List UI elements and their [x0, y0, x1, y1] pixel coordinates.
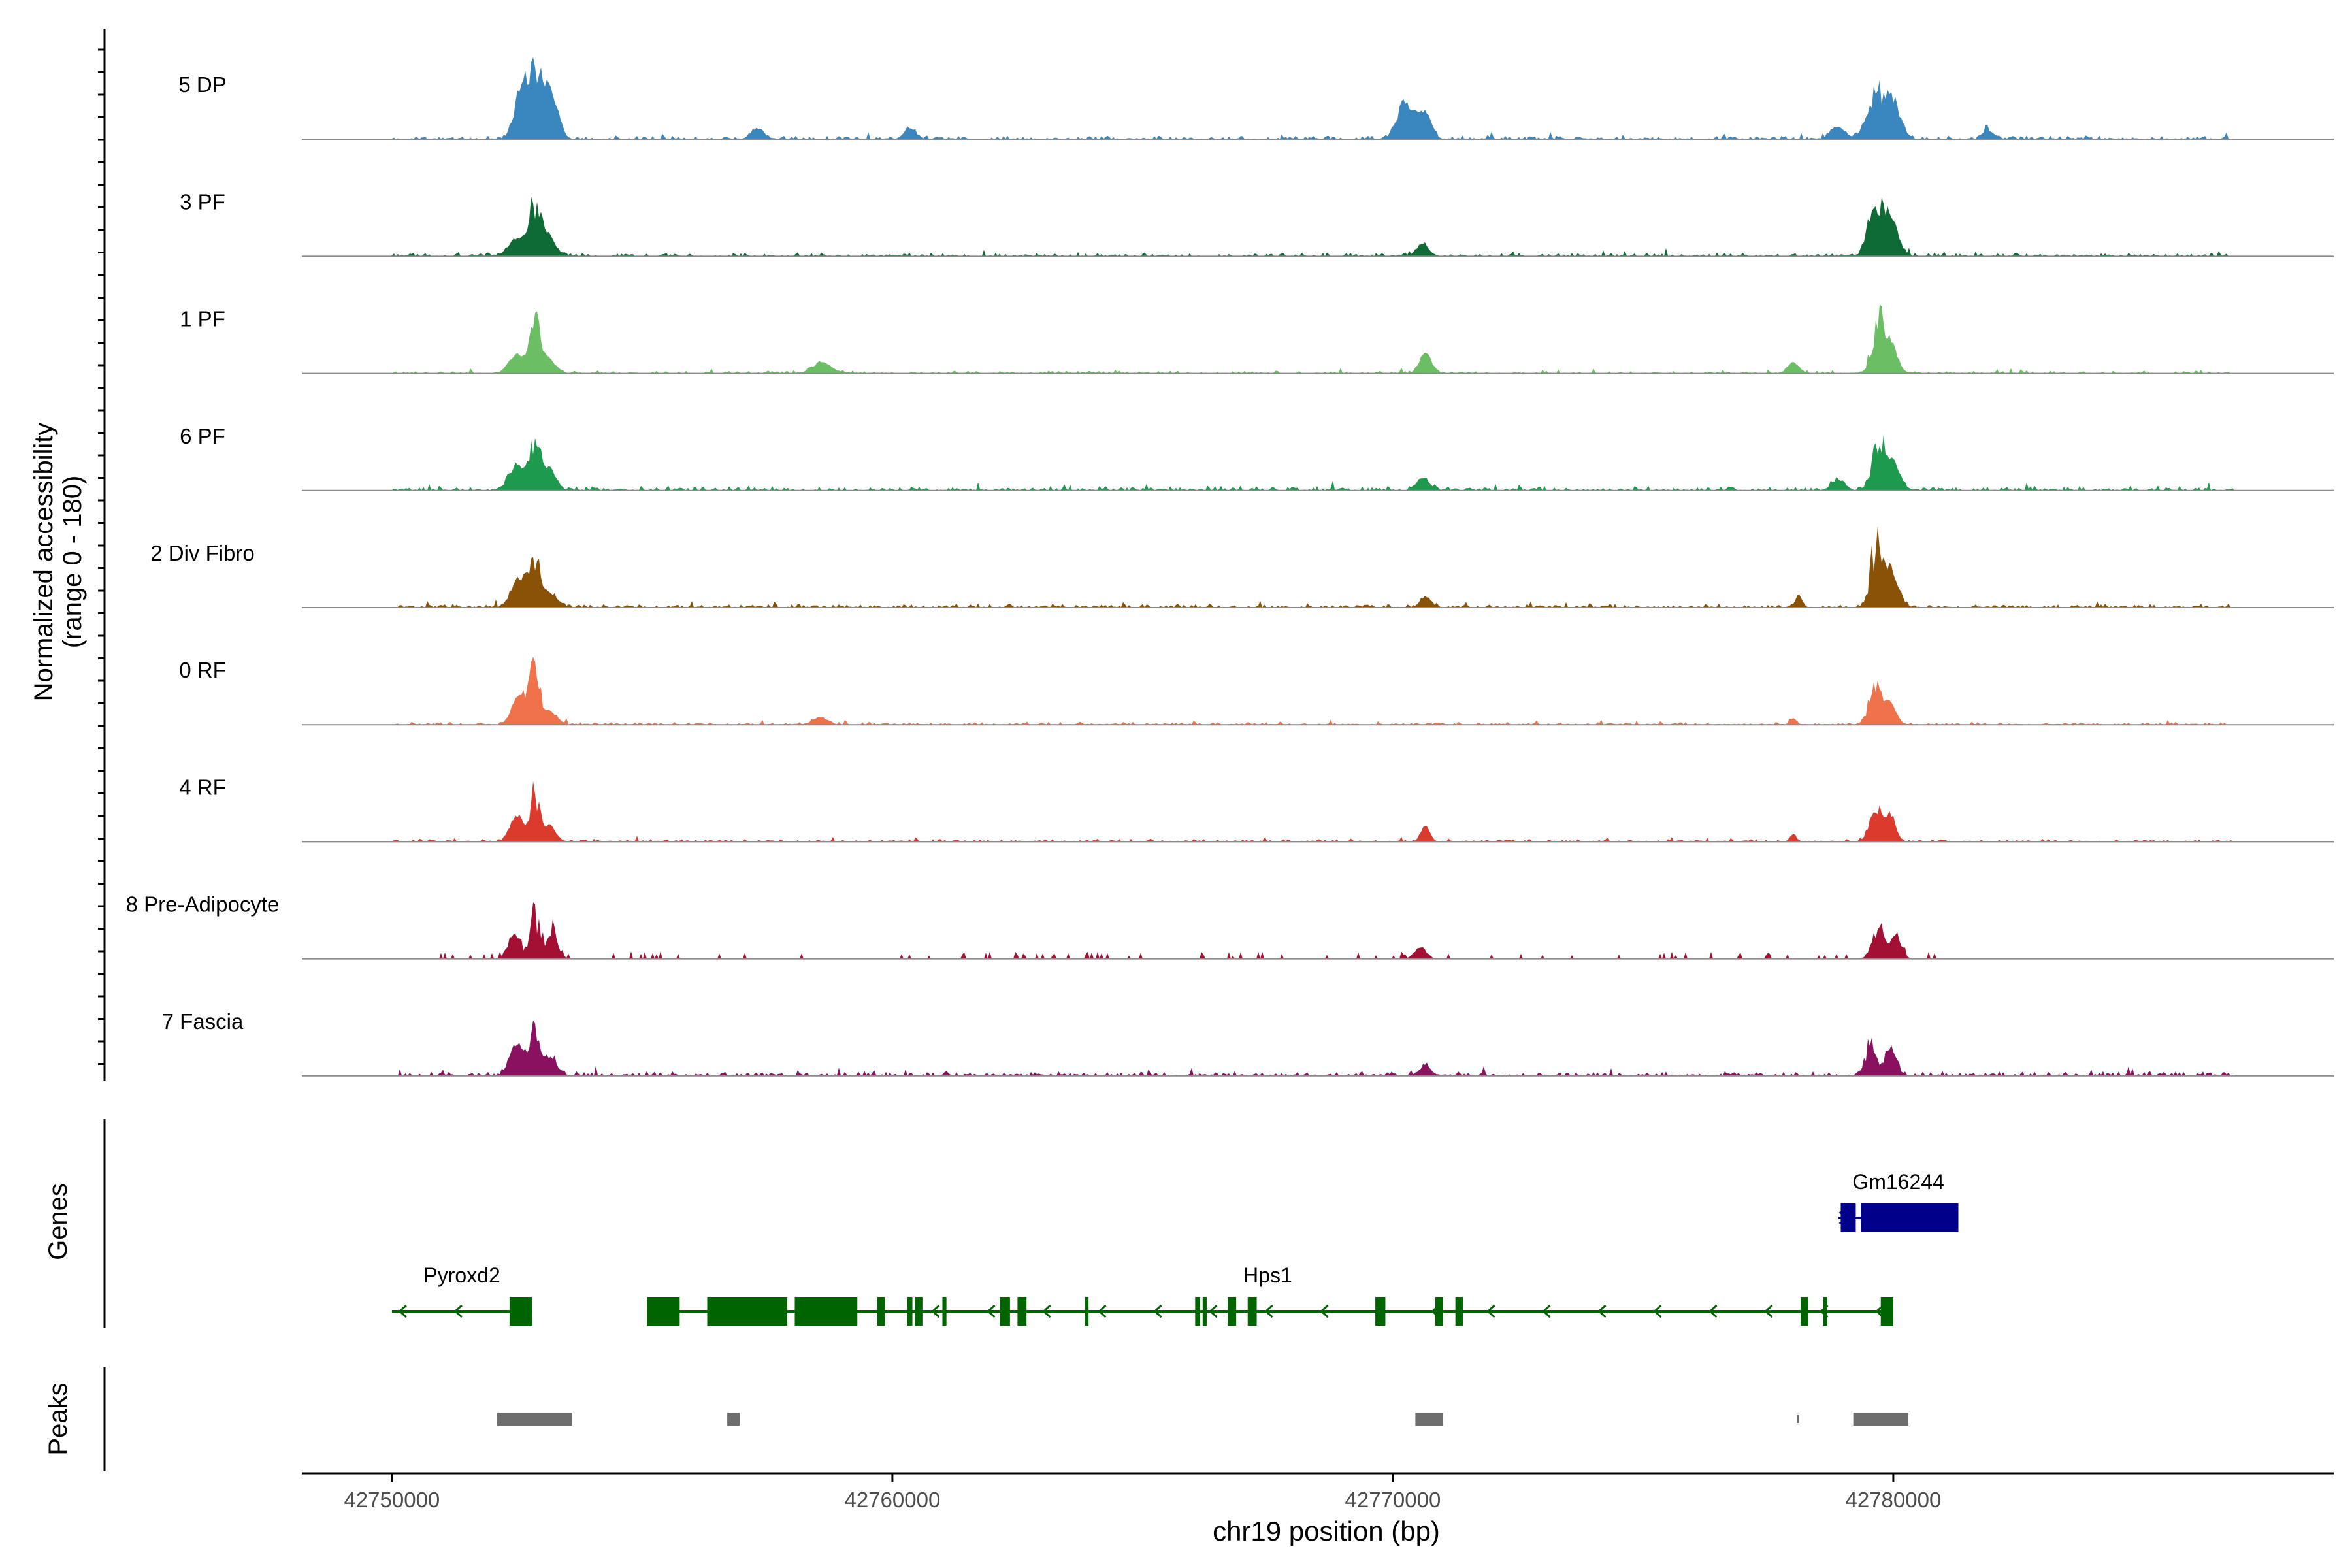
x-axis-title: chr19 position (bp)	[1213, 1516, 1440, 1546]
strand-arrow	[1209, 1304, 1218, 1318]
x-tick-label: 42770000	[1345, 1488, 1441, 1512]
strand-arrow	[453, 1304, 463, 1318]
strand-arrow	[1764, 1304, 1773, 1318]
peaks-track	[103, 1367, 1908, 1471]
gene-exon	[1202, 1297, 1207, 1326]
x-tick-label: 42780000	[1845, 1488, 1941, 1512]
gene-exon	[942, 1297, 947, 1326]
gene-exon	[1375, 1297, 1386, 1326]
peaks-axis-title: Peaks	[44, 1382, 73, 1455]
strand-arrow	[1042, 1304, 1051, 1318]
peak-region	[727, 1413, 740, 1426]
strand-arrow	[1153, 1304, 1162, 1318]
gene-exon	[877, 1297, 885, 1326]
strand-arrow	[1098, 1304, 1107, 1318]
strand-arrow	[398, 1304, 407, 1318]
gene-label: Hps1	[1243, 1264, 1292, 1287]
coverage-area	[302, 434, 2334, 491]
gene-exon	[647, 1297, 680, 1326]
gene-exon	[794, 1297, 858, 1326]
gene-hps1: Hps1	[647, 1264, 1893, 1326]
gene-label: Pyroxd2	[423, 1264, 500, 1287]
strand-arrow	[1653, 1304, 1662, 1318]
coverage-area	[302, 197, 2334, 257]
track-label: 1 PF	[180, 307, 225, 331]
track-label: 2 Div Fibro	[150, 541, 255, 565]
gene-exon	[907, 1297, 913, 1326]
track-label: 0 RF	[179, 658, 226, 682]
gene-exon	[1823, 1297, 1827, 1326]
strand-arrow	[931, 1304, 940, 1318]
gene-exon	[1085, 1297, 1089, 1326]
gene-exon	[707, 1297, 788, 1326]
strand-arrow	[1264, 1304, 1273, 1318]
gene-exon	[1000, 1297, 1010, 1326]
coverage-tracks: 5 DP 3 PF 1 PF 6 PF 2 Div Fibro 0 RF 4 RF 8 Pre…	[126, 57, 2334, 1077]
strand-arrow	[987, 1304, 996, 1318]
gene-exon	[1801, 1297, 1808, 1326]
x-tick-label: 42760000	[844, 1488, 940, 1512]
track-label: 6 PF	[180, 424, 225, 448]
gene-exon	[1247, 1297, 1257, 1326]
track-label: 3 PF	[180, 189, 225, 214]
x-axis: 42750000 42760000 42770000 42780000	[302, 1472, 2334, 1512]
gene-exon	[1455, 1297, 1463, 1326]
track-2-div-fibro: 2 Div Fibro	[150, 526, 2334, 608]
track-label: 4 RF	[179, 775, 226, 799]
gene-exon	[509, 1297, 532, 1326]
track-label: 7 Fascia	[162, 1009, 244, 1034]
coverage-y-axis	[98, 29, 106, 1081]
track-3-pf: 3 PF	[180, 189, 2334, 257]
gene-label: Gm16244	[1852, 1170, 1944, 1194]
track-8-pre-adipocyte: 8 Pre-Adipocyte	[126, 892, 2334, 960]
track-label: 8 Pre-Adipocyte	[126, 892, 280, 917]
peak-region	[1853, 1413, 1908, 1426]
gene-exon	[915, 1297, 923, 1326]
coverage-area	[302, 902, 2334, 959]
track-0-rf: 0 RF	[179, 657, 2334, 726]
gene-annotation-track: Gm16244 Pyroxd2 Hps1	[103, 1119, 1959, 1328]
track-label: 5 DP	[178, 73, 226, 97]
gene-exon	[1880, 1297, 1893, 1326]
gene-exon	[1017, 1297, 1027, 1326]
strand-arrow	[1708, 1304, 1718, 1318]
gene-exon	[1195, 1297, 1200, 1326]
coverage-area	[302, 781, 2334, 842]
peak-region	[497, 1413, 572, 1426]
gene-gm16244: Gm16244	[1838, 1170, 1959, 1232]
gene-exon	[1228, 1297, 1237, 1326]
strand-arrow	[1542, 1304, 1551, 1318]
peak-region	[1415, 1413, 1443, 1426]
peak-region	[1797, 1415, 1799, 1423]
track-4-rf: 4 RF	[179, 775, 2334, 843]
strand-arrow	[1597, 1304, 1607, 1318]
x-tick-label: 42750000	[344, 1488, 440, 1512]
track-1-pf: 1 PF	[180, 304, 2334, 374]
track-5-dp: 5 DP	[178, 57, 2334, 140]
y-axis-title-line1: Normalized accessibility	[29, 423, 58, 702]
track-7-fascia: 7 Fascia	[162, 1009, 2334, 1077]
gene-pyroxd2: Pyroxd2	[391, 1264, 532, 1326]
genes-axis-title: Genes	[44, 1183, 73, 1260]
gene-exon	[1861, 1203, 1959, 1232]
coverage-area	[302, 1020, 2334, 1076]
gene-exon	[1435, 1297, 1443, 1326]
track-6-pf: 6 PF	[180, 424, 2334, 491]
strand-arrow	[1320, 1304, 1329, 1318]
strand-arrow	[1486, 1304, 1495, 1318]
gene-exon	[1840, 1203, 1856, 1232]
y-axis-title-line2: (range 0 - 180)	[58, 476, 87, 649]
